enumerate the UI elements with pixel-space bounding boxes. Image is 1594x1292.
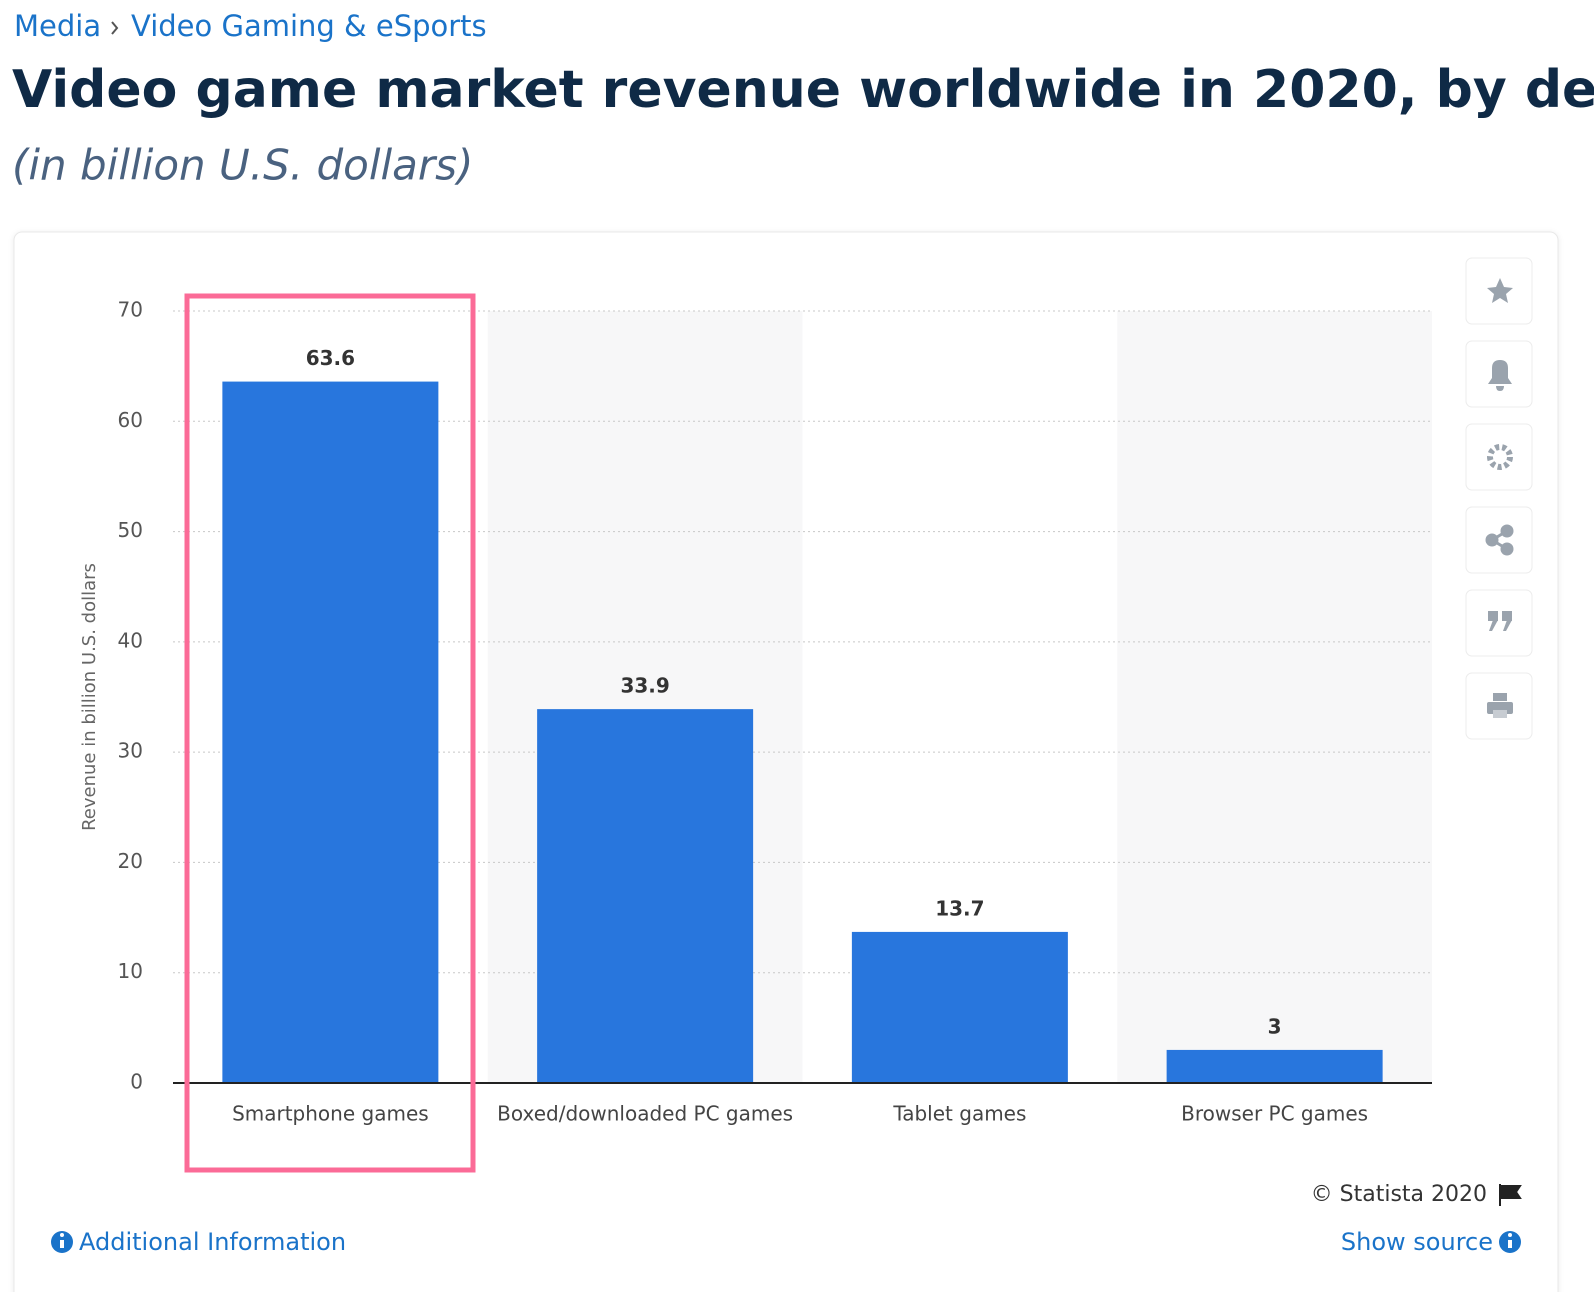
bar — [222, 381, 439, 1083]
y-tick-label: 50 — [118, 518, 143, 542]
breadcrumb-link[interactable]: Video Gaming & eSports — [131, 9, 487, 43]
share-icon — [1485, 524, 1514, 556]
value-label: 13.7 — [935, 896, 984, 920]
y-axis-label: Revenue in billion U.S. dollars — [79, 563, 100, 831]
bar — [1166, 1049, 1383, 1083]
star-icon — [1487, 278, 1513, 303]
flag-icon — [1499, 1184, 1522, 1206]
info-icon-glyph — [60, 1240, 64, 1248]
settings-button[interactable] — [1465, 423, 1533, 491]
y-tick-label: 10 — [118, 959, 143, 983]
subtitle: (in billion U.S. dollars) — [12, 141, 473, 190]
gear-icon — [1487, 444, 1513, 470]
value-label: 3 — [1268, 1014, 1282, 1038]
y-tick-label: 20 — [118, 849, 143, 873]
info-icon-glyph — [1508, 1240, 1512, 1248]
band-background — [1117, 311, 1432, 1083]
y-tick-label: 40 — [118, 628, 143, 652]
info-icon-glyph — [60, 1233, 64, 1237]
bar — [537, 709, 754, 1083]
quote-icon — [1488, 611, 1512, 631]
breadcrumb-link[interactable]: Media — [14, 9, 101, 43]
cite-button[interactable] — [1465, 589, 1533, 657]
plot: 0 10 20 30 40 50 60 70 63.6 Smartphone games 33.9 B… — [118, 298, 1432, 1126]
y-tick-label: 30 — [118, 739, 143, 763]
y-tick-label: 70 — [118, 298, 143, 322]
share-button[interactable] — [1465, 506, 1533, 574]
bar — [851, 931, 1068, 1083]
x-tick-label: Browser PC games — [1181, 1102, 1368, 1126]
x-tick-label: Boxed/downloaded PC games — [497, 1102, 793, 1126]
additional-info-link[interactable]: Additional Information — [79, 1228, 346, 1256]
y-tick-label: 60 — [118, 408, 143, 432]
y-tick-label: 0 — [130, 1070, 143, 1094]
print-icon — [1487, 693, 1513, 718]
x-tick-label: Smartphone games — [232, 1102, 429, 1126]
toolbar — [1465, 257, 1533, 740]
title: Video game market revenue worldwide in 2… — [12, 60, 1594, 120]
credit: © Statista 2020 — [1311, 1182, 1487, 1207]
show-source-link[interactable]: Show source — [1341, 1228, 1493, 1256]
x-tick-label: Tablet games — [892, 1102, 1026, 1126]
info-icon-glyph — [1508, 1233, 1512, 1237]
value-label: 33.9 — [620, 674, 669, 698]
highlight-box — [184, 293, 476, 1173]
breadcrumb-separator — [111, 21, 119, 35]
value-label: 63.6 — [306, 346, 355, 370]
bell-icon — [1488, 360, 1512, 391]
